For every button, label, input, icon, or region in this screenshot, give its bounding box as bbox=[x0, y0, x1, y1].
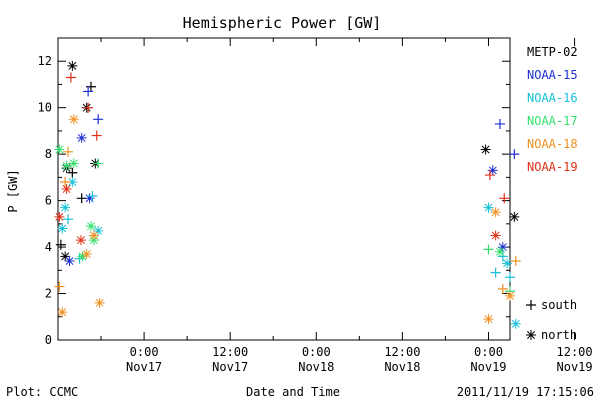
y-tick-label: 2 bbox=[45, 287, 52, 301]
x-tick-label-date: Nov18 bbox=[384, 360, 420, 374]
data-point bbox=[67, 60, 78, 71]
data-point bbox=[480, 144, 491, 155]
data-point bbox=[83, 86, 94, 97]
data-point bbox=[93, 158, 104, 169]
data-point bbox=[60, 202, 71, 213]
data-point bbox=[88, 230, 99, 241]
data-point bbox=[54, 211, 65, 222]
data-point bbox=[490, 267, 501, 278]
legend-entry: NOAA-18 bbox=[527, 137, 578, 151]
data-point bbox=[55, 239, 66, 250]
x-tick-label-time: 0:00 bbox=[302, 345, 331, 359]
data-point bbox=[76, 132, 87, 143]
data-point bbox=[81, 249, 92, 260]
data-point bbox=[509, 149, 520, 160]
data-point bbox=[60, 251, 71, 262]
data-point bbox=[490, 230, 501, 241]
x-tick-label-date: Nov17 bbox=[212, 360, 248, 374]
y-tick-label: 8 bbox=[45, 147, 52, 161]
legend-entry: NOAA-17 bbox=[527, 114, 578, 128]
y-axis-label: P [GW] bbox=[6, 169, 20, 212]
legend: METP-02 NOAA-15 NOAA-16 NOAA-17 NOAA-18 NOAA-… bbox=[527, 45, 578, 174]
legend-entry: NOAA-16 bbox=[527, 91, 578, 105]
data-point bbox=[54, 281, 65, 292]
data-point bbox=[494, 118, 505, 129]
data-point bbox=[61, 184, 72, 194]
data-point bbox=[67, 177, 78, 188]
data-point bbox=[505, 272, 515, 283]
data-point bbox=[94, 297, 105, 308]
data-point bbox=[510, 256, 521, 267]
data-point bbox=[86, 221, 97, 232]
marker-legend: south north bbox=[526, 298, 577, 342]
data-point bbox=[65, 72, 76, 83]
x-tick-label-date: Nov18 bbox=[298, 360, 334, 374]
x-tick-label-time: 12:00 bbox=[384, 345, 420, 359]
x-axis: 0:00Nov1712:00Nov170:00Nov1812:00Nov180:… bbox=[100, 38, 593, 374]
data-point bbox=[87, 190, 98, 201]
x-tick-label-date: Nov17 bbox=[126, 360, 162, 374]
chart-title: Hemispheric Power [GW] bbox=[183, 14, 382, 32]
data-point bbox=[93, 225, 104, 236]
x-tick-label-time: 0:00 bbox=[130, 345, 159, 359]
x-tick-label-time: 12:00 bbox=[212, 345, 248, 359]
data-point bbox=[494, 246, 505, 257]
data-points bbox=[54, 60, 521, 329]
data-point bbox=[497, 242, 508, 253]
data-point bbox=[83, 102, 94, 113]
data-point bbox=[67, 167, 78, 178]
data-point bbox=[93, 114, 104, 125]
y-tick-label: 0 bbox=[45, 333, 52, 347]
data-point bbox=[60, 177, 71, 188]
y-axis: 0 2 4 6 8 10 12 bbox=[38, 37, 510, 347]
data-point bbox=[63, 146, 74, 157]
footer-right: 2011/11/19 17:15:06 bbox=[457, 385, 594, 399]
data-point bbox=[483, 202, 494, 213]
data-point bbox=[63, 214, 74, 225]
data-point bbox=[64, 256, 75, 267]
legend-entry: NOAA-15 bbox=[527, 68, 578, 82]
x-tick-label-time: 0:00 bbox=[474, 345, 503, 359]
x-tick-label-date: Nov19 bbox=[557, 360, 593, 374]
data-point bbox=[502, 258, 513, 269]
data-point bbox=[499, 193, 510, 204]
data-point bbox=[68, 158, 79, 169]
data-point bbox=[510, 318, 521, 329]
x-axis-label: Date and Time bbox=[246, 385, 340, 399]
x-tick-label-time: 12:00 bbox=[557, 345, 593, 359]
data-point bbox=[91, 130, 102, 141]
y-tick-label: 10 bbox=[38, 101, 52, 115]
legend-entry: METP-02 bbox=[527, 45, 578, 59]
data-point bbox=[86, 81, 97, 92]
data-point bbox=[505, 290, 515, 301]
y-tick-label: 4 bbox=[45, 240, 52, 254]
y-tick-label: 12 bbox=[38, 54, 52, 68]
data-point bbox=[77, 251, 88, 262]
data-point bbox=[509, 211, 520, 222]
data-point bbox=[483, 244, 494, 255]
data-point bbox=[68, 114, 79, 125]
footer-left: Plot: CCMC bbox=[6, 385, 78, 399]
y-tick-label: 6 bbox=[45, 194, 52, 208]
data-point bbox=[487, 165, 498, 176]
data-point bbox=[490, 207, 501, 218]
data-point bbox=[484, 170, 495, 181]
marker-legend-entry: south bbox=[526, 298, 577, 312]
data-point bbox=[84, 193, 95, 204]
data-point bbox=[483, 314, 494, 325]
x-tick-label-date: Nov19 bbox=[470, 360, 506, 374]
data-point bbox=[57, 223, 68, 234]
marker-legend-label: south bbox=[541, 298, 577, 312]
data-point bbox=[61, 160, 72, 171]
legend-entry: NOAA-19 bbox=[527, 160, 578, 174]
data-point bbox=[57, 307, 68, 318]
data-point bbox=[75, 235, 86, 246]
data-point bbox=[497, 283, 508, 294]
marker-legend-entry: north bbox=[526, 328, 577, 342]
plot-frame bbox=[57, 37, 511, 341]
marker-legend-label: north bbox=[541, 328, 577, 342]
data-point bbox=[54, 144, 65, 155]
